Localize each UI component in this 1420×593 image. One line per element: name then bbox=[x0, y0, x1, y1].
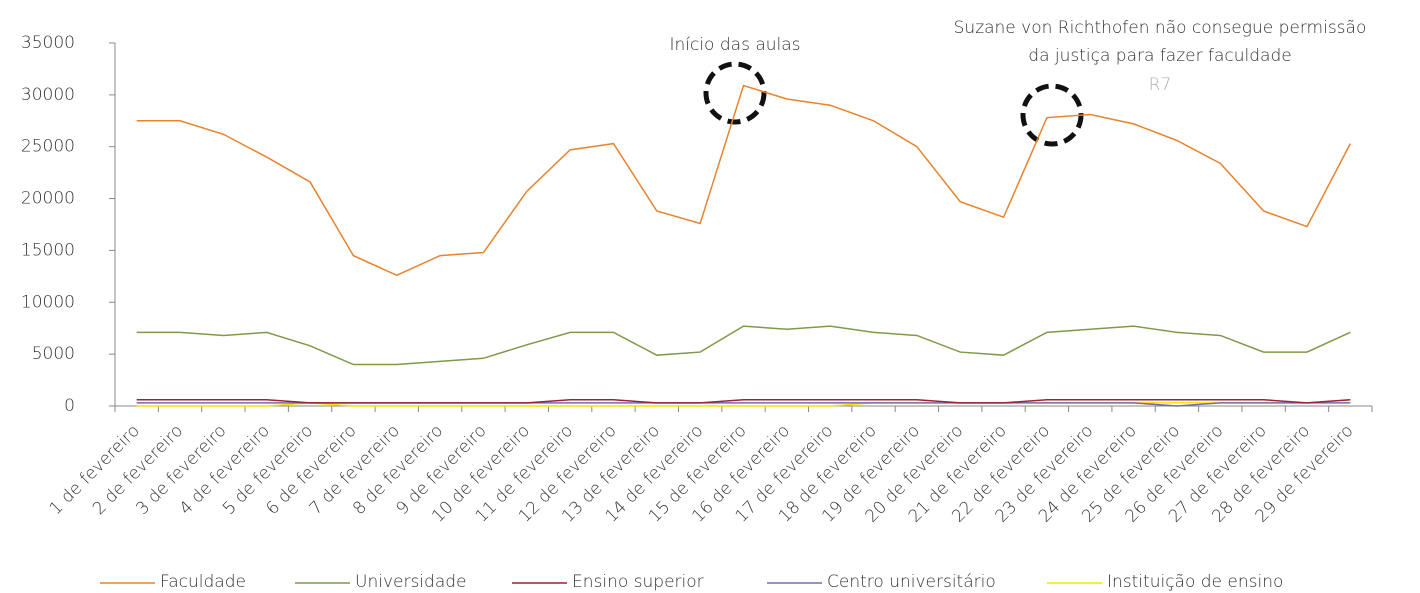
annotation: Início das aulas bbox=[669, 35, 800, 55]
y-tick-label: 25000 bbox=[21, 137, 75, 157]
legend-label: Instituição de ensino bbox=[1107, 572, 1283, 592]
annotation-circle bbox=[703, 61, 767, 125]
legend-label: Universidade bbox=[355, 572, 467, 592]
legend-label: Ensino superior bbox=[572, 572, 704, 592]
legend-label: Centro universitário bbox=[827, 572, 996, 592]
y-tick-label: 5000 bbox=[32, 344, 75, 364]
y-tick-label: 0 bbox=[64, 396, 75, 416]
annotation: da justiça para fazer faculdade bbox=[1028, 46, 1291, 66]
series-line bbox=[136, 325, 1351, 366]
y-tick-label: 10000 bbox=[21, 292, 75, 312]
y-tick-label: 20000 bbox=[21, 189, 75, 209]
y-tick-label: 15000 bbox=[21, 240, 75, 260]
annotation-circle bbox=[1020, 83, 1084, 147]
annotation: R7 bbox=[1149, 75, 1172, 95]
series-line bbox=[136, 399, 1351, 407]
y-tick-label: 30000 bbox=[21, 85, 75, 105]
series-line bbox=[136, 84, 1351, 277]
y-tick-label: 35000 bbox=[21, 33, 75, 53]
legend-label: Faculdade bbox=[160, 572, 246, 592]
series-line bbox=[136, 399, 1351, 404]
annotation: Suzane von Richthofen não consegue permi… bbox=[954, 18, 1367, 38]
